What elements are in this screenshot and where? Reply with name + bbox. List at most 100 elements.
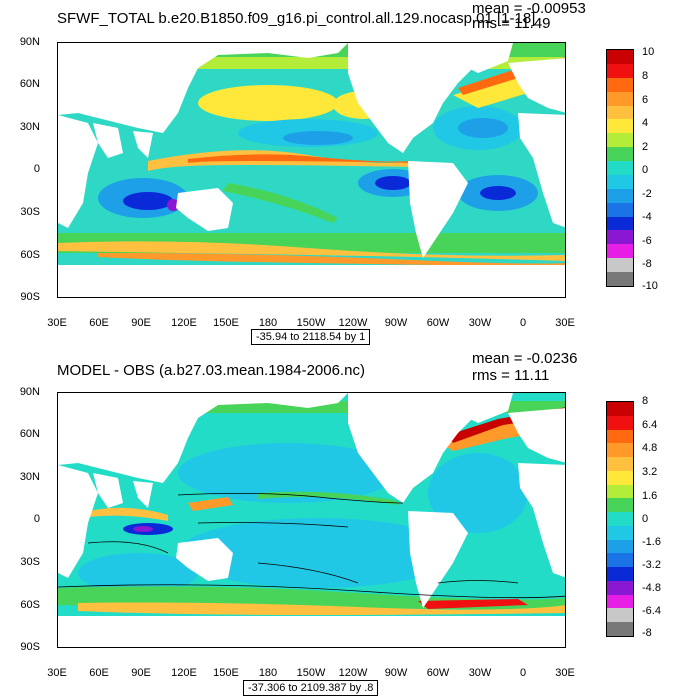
- colorbar-swatch: [607, 525, 633, 540]
- lon-label: 30E: [555, 317, 575, 329]
- map-field: [58, 43, 565, 297]
- lat-label: 90S: [20, 641, 40, 653]
- contour-range-label: -37.306 to 2109.387 by .8: [243, 680, 379, 696]
- colorbar: [606, 401, 634, 637]
- lat-label: 90N: [19, 36, 40, 48]
- lon-label: 150W: [296, 317, 326, 329]
- colorbar-label: 10: [642, 46, 655, 58]
- lon-label: 150E: [213, 317, 239, 329]
- colorbar-swatch: [607, 50, 633, 64]
- colorbar: [606, 49, 634, 287]
- colorbar-swatch: [607, 133, 633, 148]
- contour-range-label: -35.94 to 2118.54 by 1: [251, 329, 371, 345]
- colorbar-swatch: [607, 553, 633, 567]
- lat-label: 0: [33, 163, 40, 175]
- colorbar-label: -4: [642, 211, 652, 223]
- colorbar-swatch: [607, 105, 633, 120]
- colorbar-swatch: [607, 188, 633, 203]
- colorbar-label: -4.8: [642, 582, 661, 594]
- colorbar-label: 2: [642, 141, 649, 153]
- lat-label: 60S: [20, 599, 40, 611]
- colorbar-swatch: [607, 594, 633, 609]
- lon-label: 30E: [47, 317, 67, 329]
- colorbar-swatch: [607, 272, 633, 286]
- colorbar-swatch: [607, 608, 633, 622]
- colorbar-swatch: [607, 91, 633, 106]
- colorbar-label: -8: [642, 258, 652, 270]
- colorbar-swatch: [607, 484, 633, 499]
- lon-label: 30E: [555, 667, 575, 679]
- lon-label: 90W: [384, 667, 408, 679]
- colorbar-swatch: [607, 415, 633, 430]
- lon-label: 60W: [426, 317, 450, 329]
- lon-label: 90E: [131, 317, 151, 329]
- panel-sfwf-total: SFWF_TOTAL b.e20.B1850.f09_g16.pi_contro…: [19, 0, 658, 345]
- colorbar-label: 8: [642, 70, 649, 82]
- colorbar-label: 1.6: [642, 490, 658, 502]
- colorbar-label: -6.4: [642, 605, 661, 617]
- lat-label: 60S: [20, 249, 40, 261]
- panel-title: MODEL - OBS (a.b27.03.mean.1984-2006.nc): [57, 362, 365, 379]
- map-plot: [57, 42, 566, 298]
- lon-label: 30W: [468, 667, 492, 679]
- map-plot: [57, 392, 566, 648]
- colorbar-swatch: [607, 63, 633, 78]
- colorbar-swatch: [607, 539, 633, 554]
- colorbar-swatch: [607, 457, 633, 471]
- colorbar-label: 8: [642, 395, 649, 407]
- colorbar-label: 3.2: [642, 466, 658, 478]
- colorbar-label: -10: [642, 280, 658, 292]
- colorbar-label: -2: [642, 188, 652, 200]
- lon-label: 30W: [468, 317, 492, 329]
- lon-label: 0: [519, 667, 527, 679]
- lat-label: 30S: [20, 556, 40, 568]
- colorbar-swatch: [607, 230, 633, 245]
- colorbar-swatch: [607, 498, 633, 512]
- lon-label: 120W: [338, 317, 368, 329]
- colorbar-swatch: [607, 119, 633, 134]
- lat-label: 30S: [20, 206, 40, 218]
- colorbar-swatch: [607, 580, 633, 595]
- lon-label: 120E: [171, 667, 197, 679]
- colorbar-swatch: [607, 77, 633, 92]
- lon-label: 90W: [384, 317, 408, 329]
- lat-label: 60N: [19, 428, 40, 440]
- colorbar-swatch: [607, 443, 633, 457]
- map-field: [58, 393, 565, 647]
- colorbar-label: 0: [642, 513, 649, 525]
- colorbar-swatch: [607, 470, 633, 485]
- colorbar-label: -8: [642, 627, 652, 639]
- colorbar-swatch: [607, 258, 633, 272]
- lon-label: 150E: [213, 667, 239, 679]
- colorbar-label: 4: [642, 117, 649, 129]
- lat-label: 90N: [19, 386, 40, 398]
- lon-label: 120W: [338, 667, 368, 679]
- colorbar-swatch: [607, 147, 633, 161]
- colorbar-label: 0: [642, 164, 649, 176]
- rms-value: rms = 11.49: [472, 15, 551, 32]
- lon-label: 120E: [171, 317, 197, 329]
- colorbar-swatch: [607, 429, 633, 444]
- lat-label: 60N: [19, 78, 40, 90]
- rms-value: rms = 11.11: [472, 367, 550, 384]
- lon-label: 60E: [89, 667, 109, 679]
- colorbar-label: 6.4: [642, 419, 658, 431]
- colorbar-swatch: [607, 402, 633, 416]
- lon-label: 60W: [426, 667, 450, 679]
- colorbar-swatch: [607, 512, 633, 526]
- colorbar-label: 4.8: [642, 442, 658, 454]
- colorbar-swatch: [607, 174, 633, 189]
- colorbar-label: -1.6: [642, 536, 661, 548]
- lon-label: 90E: [131, 667, 151, 679]
- panel-title: SFWF_TOTAL b.e20.B1850.f09_g16.pi_contro…: [57, 10, 536, 27]
- colorbar-swatch: [607, 216, 633, 231]
- lon-label: 180: [258, 667, 278, 679]
- mean-value: mean = -0.00953: [472, 0, 586, 17]
- colorbar-swatch: [607, 567, 633, 581]
- mean-value: mean = -0.0236: [472, 350, 578, 367]
- colorbar-label: -3.2: [642, 559, 661, 571]
- colorbar-swatch: [607, 244, 633, 259]
- lon-label: 180: [258, 317, 278, 329]
- colorbar-label: -6: [642, 235, 652, 247]
- lat-label: 30N: [19, 121, 40, 133]
